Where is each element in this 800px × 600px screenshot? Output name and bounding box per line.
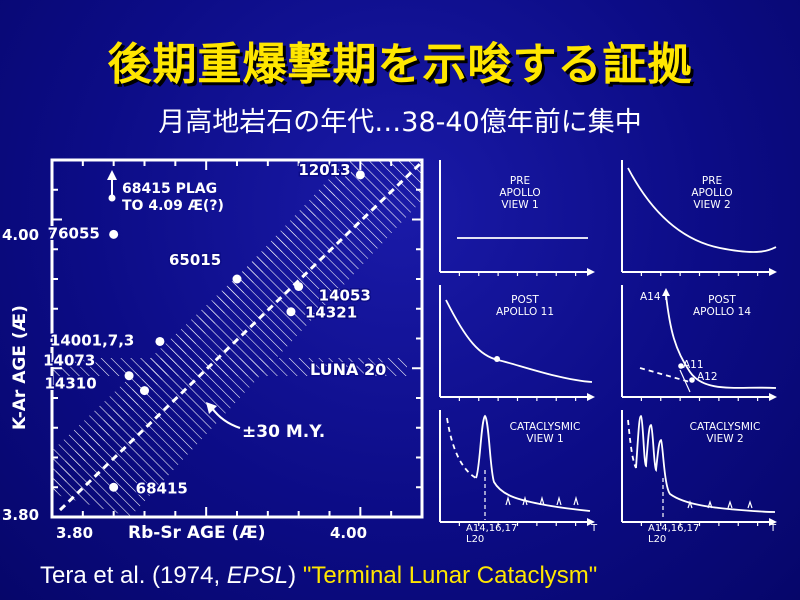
panel-label: APOLLO 11	[496, 306, 554, 318]
panel-spike	[687, 500, 693, 509]
x-tick-label: 4.00	[330, 524, 367, 542]
panel-curve	[635, 415, 776, 513]
data-point	[232, 274, 242, 284]
data-point	[294, 281, 304, 291]
panel-axis-end: T	[590, 523, 598, 534]
point-label: 14073	[43, 352, 95, 370]
caption-journal: EPSL	[226, 562, 289, 589]
caption-quote: "Terminal Lunar Cataclysm"	[302, 562, 598, 589]
data-point	[286, 307, 296, 317]
panel-label: PRE	[510, 175, 530, 187]
caption: Tera et al. (1974, EPSL) "Terminal Lunar…	[40, 562, 597, 590]
slide-title: 後期重爆撃期を示唆する証拠	[107, 39, 693, 90]
panel-label: POST	[708, 294, 736, 306]
panel-marker-label: L20	[466, 534, 484, 545]
panel-curve	[627, 167, 777, 253]
panel-point	[494, 356, 500, 362]
point-label: 68415	[136, 479, 188, 497]
point-label: 65015	[169, 251, 221, 269]
panel-label: APOLLO	[499, 187, 540, 199]
panel-dashed-curve	[446, 417, 477, 479]
panel-label: APOLLO	[691, 187, 732, 199]
panel-spike	[727, 500, 733, 509]
panel-label: APOLLO 14	[693, 306, 751, 318]
point-label: 14053	[319, 286, 371, 304]
y-tick-label: 3.80	[2, 506, 39, 524]
panel-point	[678, 363, 684, 369]
point-label: 12013	[298, 161, 350, 179]
panel-marker-label: L20	[648, 534, 666, 545]
panel-arrowhead	[587, 518, 595, 526]
caption-mid: )	[288, 562, 303, 589]
panel-spike	[707, 500, 713, 509]
panel-arrowhead	[769, 393, 777, 401]
panel-point	[689, 377, 695, 383]
panel-spike	[539, 495, 545, 506]
point-label: 14001,7,3	[50, 331, 134, 349]
panel-label: VIEW 1	[501, 199, 538, 211]
panel-spike	[573, 495, 579, 506]
band-label-arrowhead	[206, 402, 217, 414]
y-axis-label: K-Ar AGE (Æ)	[10, 305, 30, 430]
panel-annotation: A11	[683, 359, 704, 371]
panel-arrowhead	[769, 268, 777, 276]
plag-label-line1: 68415 PLAG	[122, 181, 217, 197]
panel-label: CATACLYSMIC	[690, 421, 761, 433]
panel-line	[679, 369, 691, 393]
plag-annotation: 68415 PLAG TO 4.09 Æ(?)	[107, 170, 224, 214]
plag-label-line2: TO 4.09 Æ(?)	[122, 198, 224, 214]
point-label: 76055	[48, 224, 100, 242]
x-axis-label: Rb-Sr AGE (Æ)	[128, 523, 266, 543]
y-tick-label: 4.00	[2, 226, 39, 244]
panel-label: VIEW 2	[706, 433, 743, 445]
panel-label: CATACLYSMIC	[510, 421, 581, 433]
panel-arrowhead	[662, 288, 670, 296]
panel-dashed-curve	[627, 419, 637, 469]
luna20-band	[52, 358, 407, 376]
slide-subtitle: 月高地岩石の年代…38-40億年前に集中	[158, 107, 642, 138]
panel-annotation: A14	[640, 291, 661, 303]
panel-label: PRE	[702, 175, 722, 187]
caption-prefix: Tera et al. (1974,	[40, 562, 227, 589]
data-point	[155, 336, 165, 346]
error-band	[52, 160, 369, 497]
data-point	[109, 482, 119, 492]
data-point	[140, 386, 149, 396]
panel-label: VIEW 1	[526, 433, 563, 445]
panel-label: POST	[511, 294, 539, 306]
point-label: 14321	[305, 304, 357, 322]
panel-curve	[665, 294, 777, 389]
panel-label: VIEW 2	[693, 199, 730, 211]
panel-axis-end: T	[769, 523, 777, 534]
panel-arrowhead	[769, 518, 777, 526]
panel-curve	[475, 414, 591, 512]
panel-arrowhead	[587, 268, 595, 276]
band-label-pointer	[211, 407, 241, 429]
panel-annotation: A12	[697, 371, 718, 383]
panel-marker-label: A14,16,17	[466, 523, 517, 534]
band-label: ±30 M.Y.	[242, 422, 325, 442]
panel-spike	[747, 500, 753, 509]
data-point	[109, 229, 119, 239]
panel-arrowhead	[587, 393, 595, 401]
data-point	[355, 170, 365, 180]
panel-spike	[556, 495, 562, 506]
luna20-label: LUNA 20	[310, 360, 386, 379]
point-label: 14310	[45, 375, 97, 393]
panel-marker-label: A14,16,17	[648, 523, 699, 534]
x-tick-label: 3.80	[56, 524, 93, 542]
panel-spike	[522, 495, 528, 506]
panel-spike	[505, 495, 511, 506]
data-point	[124, 371, 134, 381]
